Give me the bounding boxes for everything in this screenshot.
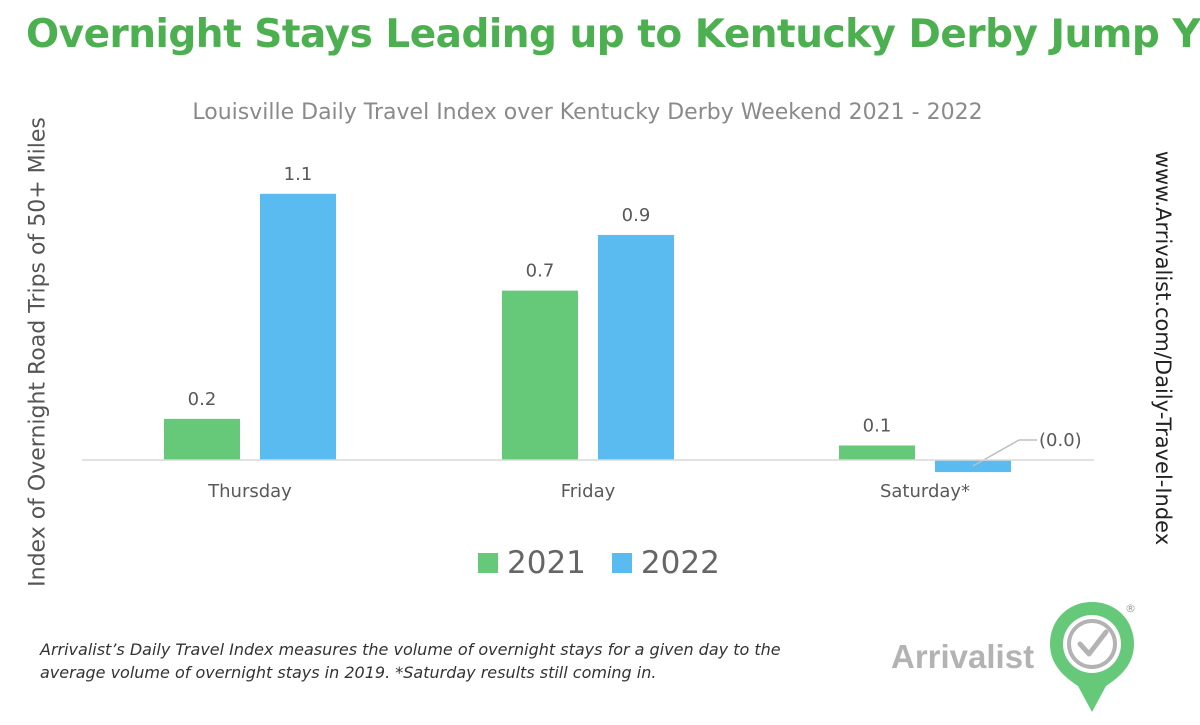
legend-swatch-2022	[611, 553, 632, 573]
data-label-2022-1: 0.9	[622, 205, 651, 226]
bar-2021-thursday	[164, 418, 240, 460]
brand-name: Arrivalist	[891, 638, 1035, 675]
data-label-2021-1: 0.7	[526, 261, 555, 282]
legend-item-2021: 2021	[478, 545, 586, 581]
bar-2021-friday	[502, 290, 578, 460]
data-label-2021-0: 0.2	[188, 389, 217, 410]
bar-2022-friday	[598, 234, 674, 460]
data-label-2022-0: 1.1	[284, 164, 313, 185]
bar-2022-saturday	[935, 460, 1011, 473]
legend-label-2022: 2022	[640, 545, 720, 581]
checkmark-map-pin-icon	[1050, 602, 1134, 712]
footnote: Arrivalist’s Daily Travel Index measures…	[40, 638, 840, 684]
chart-title: Louisville Daily Travel Index over Kentu…	[192, 100, 983, 125]
headline: Overnight Stays Leading up to Kentucky D…	[26, 12, 1200, 57]
data-label-2022-2: (0.0)	[1039, 430, 1082, 451]
footnote-line-2: average volume of overnight stays in 201…	[40, 663, 657, 682]
footnote-line-1: Arrivalist’s Daily Travel Index measures…	[40, 640, 781, 659]
bar-2022-thursday	[260, 193, 336, 461]
legend: 2021 2022	[478, 545, 746, 581]
x-tick-label-2: Saturday*	[880, 481, 970, 502]
legend-item-2022: 2022	[611, 545, 720, 581]
x-tick-label-1: Friday	[561, 481, 616, 502]
data-label-2021-2: 0.1	[863, 415, 892, 436]
registered-mark: ®	[1125, 602, 1136, 615]
bar-2021-saturday	[839, 445, 915, 460]
leader-line-2022-2	[972, 439, 1020, 467]
legend-label-2021: 2021	[507, 545, 586, 581]
legend-swatch-2021	[478, 553, 498, 573]
x-tick-label-0: Thursday	[207, 481, 292, 502]
